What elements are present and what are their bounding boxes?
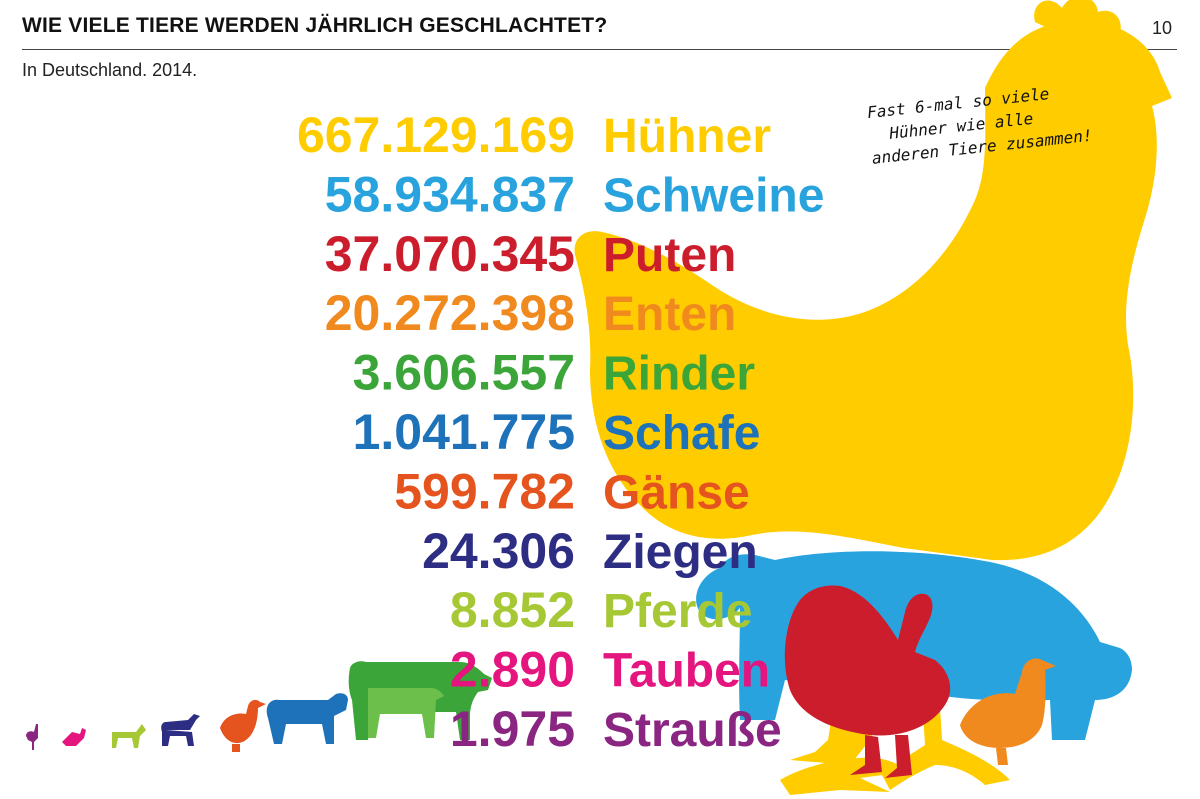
chart-title: WIE VIELE TIERE WERDEN JÄHRLICH GESCHLAC… xyxy=(22,14,608,37)
category-label: Enten xyxy=(603,288,736,341)
value-label: 667.129.169 xyxy=(297,107,575,163)
category-label: Schafe xyxy=(603,407,760,460)
value-label: 37.070.345 xyxy=(325,226,575,282)
duck-icon xyxy=(960,658,1056,765)
ostrich-icon xyxy=(26,724,38,750)
goat-icon xyxy=(161,714,200,746)
chart-subtitle: In Deutschland. 2014. xyxy=(22,60,198,80)
value-label: 599.782 xyxy=(394,463,575,519)
value-label: 8.852 xyxy=(450,582,575,638)
category-label: Schweine xyxy=(603,169,824,222)
category-label: Ziegen xyxy=(603,526,758,579)
category-label: Pferde xyxy=(603,585,752,638)
value-label: 1.041.775 xyxy=(353,404,575,460)
value-label: 58.934.837 xyxy=(325,166,575,222)
header-divider xyxy=(22,49,1177,50)
category-label: Hühner xyxy=(603,110,771,163)
category-label: Tauben xyxy=(603,645,770,698)
value-label: 20.272.398 xyxy=(325,285,575,341)
horse-icon xyxy=(112,724,146,748)
cow-icon xyxy=(348,661,492,740)
category-label: Rinder xyxy=(603,348,755,401)
value-label: 1.975 xyxy=(450,701,575,757)
sheep-icon xyxy=(266,693,348,744)
value-label: 2.890 xyxy=(450,642,575,698)
page-number: 10 xyxy=(1151,18,1172,38)
turkey-icon xyxy=(784,585,951,778)
value-label: 24.306 xyxy=(422,523,575,579)
goose-icon xyxy=(220,699,266,752)
category-label: Puten xyxy=(603,229,736,282)
value-label: 3.606.557 xyxy=(353,345,575,401)
pigeon-icon xyxy=(62,728,86,746)
chart-rows: 667.129.169 Hühner 58.934.837 Schweine 37.07… xyxy=(297,107,824,757)
category-label: Gänse xyxy=(603,466,750,519)
category-label: Strauße xyxy=(603,704,782,757)
